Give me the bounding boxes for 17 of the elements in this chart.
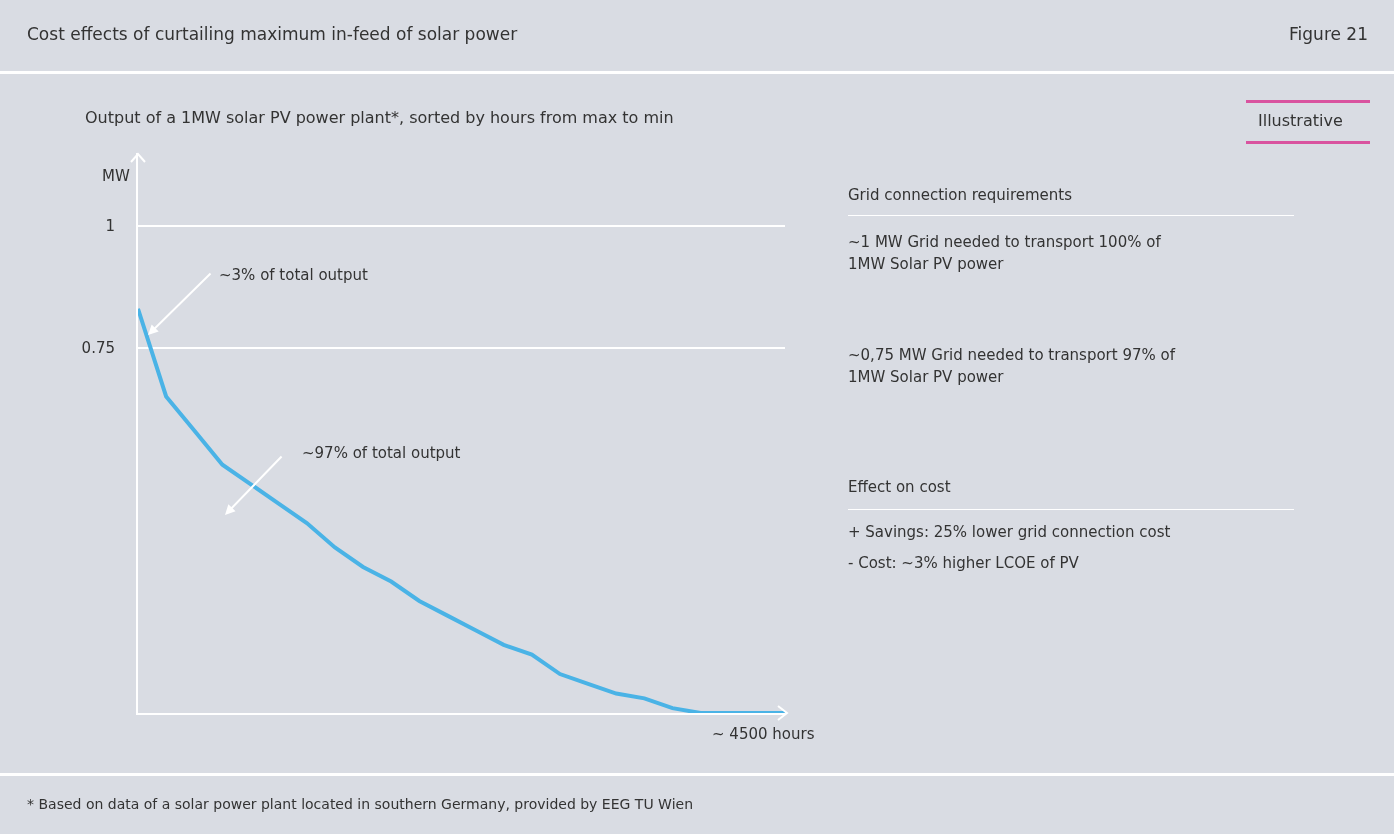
text: ~0,75 MW Grid needed to transport 97% of 1MW Solar PV power xyxy=(848,345,1177,388)
caption: Figure 21 xyxy=(1289,24,1368,44)
annotation: ~97% of total output xyxy=(302,444,461,462)
y-tick-label: 1 xyxy=(105,217,115,236)
text: Grid connection requirements xyxy=(848,186,1073,204)
text: Illustrative xyxy=(1258,111,1343,130)
annotation: ~3% of total output xyxy=(219,266,369,284)
chart-subtitle: Output of a 1MW solar PV power plant*, sorted by hours from max to min xyxy=(85,108,674,127)
text: ~1 MW Grid needed to transport 100% of 1MW Solar PV power xyxy=(848,232,1162,275)
y-tick-label: 0.75 xyxy=(81,339,115,358)
text: Effect on cost xyxy=(848,478,951,496)
y-axis-title: MW xyxy=(102,167,130,185)
x-axis-title: ~ 4500 hours xyxy=(712,725,815,743)
text: + Savings: 25% lower grid connection cost xyxy=(848,523,1171,541)
text: - Cost: ~3% higher LCOE of PV xyxy=(848,554,1079,572)
text: * Based on data of a solar power plant located in southern Germany, provided by EEG TU Wien xyxy=(27,796,694,812)
chart-title: Cost effects of curtailing maximum in-feed of solar power xyxy=(27,24,518,44)
